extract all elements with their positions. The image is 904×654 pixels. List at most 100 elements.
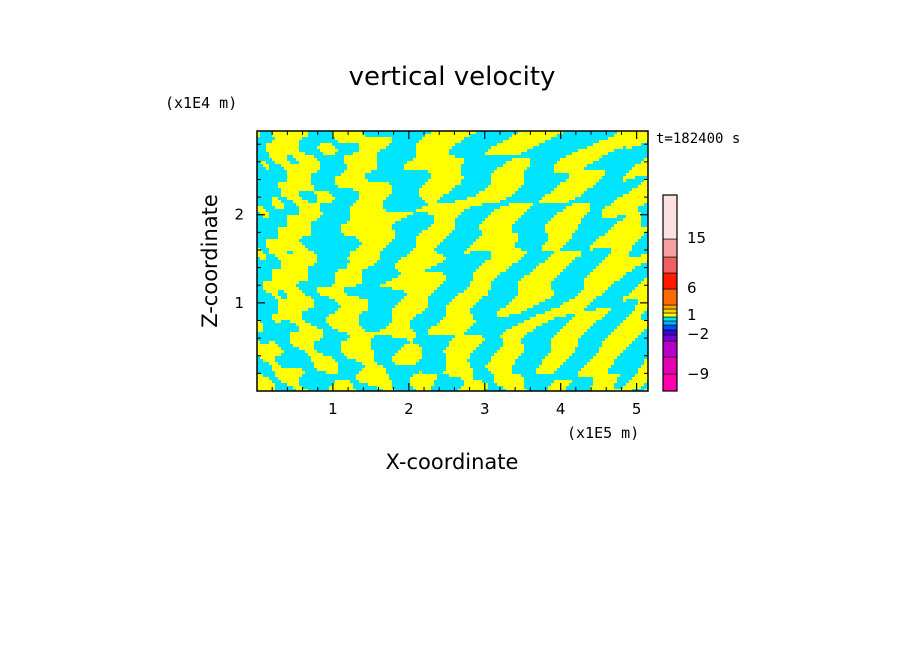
contour-cell: [416, 146, 453, 150]
contour-cell: [344, 155, 378, 159]
contour-cell: [581, 194, 624, 198]
contour-cell: [446, 347, 477, 351]
colorbar-level: [662, 308, 678, 314]
contour-cell: [413, 386, 432, 390]
contour-cell: [572, 260, 603, 264]
contour-cell: [329, 314, 360, 318]
contour-cell: [494, 170, 525, 174]
contour-cell: [299, 161, 321, 165]
contour-cell: [512, 224, 546, 228]
contour-cell: [257, 185, 279, 189]
contour-cell: [263, 281, 300, 285]
contour-cell: [590, 386, 615, 390]
contour-cell: [335, 359, 357, 363]
contour-cell: [482, 296, 516, 300]
contour-cell: [323, 332, 348, 336]
contour-cell: [488, 290, 519, 294]
contour-cell: [461, 182, 492, 186]
contour-cell: [359, 239, 393, 243]
contour-cell: [458, 293, 489, 297]
contour-cell: [332, 284, 357, 288]
contour-cell: [281, 263, 315, 267]
contour-cell: [560, 272, 591, 276]
contour-cell: [572, 152, 609, 156]
contour-cell: [404, 296, 429, 300]
contour-cell: [635, 266, 648, 270]
contour-cell: [623, 179, 627, 183]
contour-cell: [596, 320, 624, 324]
contour-cell: [491, 212, 525, 216]
contour-cell: [287, 296, 312, 300]
contour-cell: [470, 356, 492, 360]
contour-cell: [311, 323, 330, 327]
contour-cell: [638, 206, 648, 210]
contour-cell: [266, 149, 300, 153]
contour-cell: [257, 266, 282, 270]
contour-cell: [278, 185, 315, 189]
contour-cell: [431, 266, 480, 270]
contour-cell: [482, 380, 495, 384]
contour-cell: [326, 371, 339, 375]
contour-cell: [464, 176, 492, 180]
contour-cell: [530, 317, 555, 321]
contour-cell: [377, 362, 396, 366]
contour-cell: [314, 305, 342, 309]
contour-cell: [311, 173, 342, 177]
contour-cell: [410, 380, 435, 384]
contour-cell: [284, 290, 303, 294]
contour-cell: [320, 293, 348, 297]
contour-cell: [257, 170, 288, 174]
contour-cell: [395, 233, 420, 237]
contour-cell: [428, 299, 453, 303]
contour-cell: [473, 275, 498, 279]
contour-cell: [380, 149, 417, 153]
contour-cell: [314, 155, 345, 159]
colorbar-labels: 15 6 1−2 −9: [687, 229, 709, 383]
contour-cell: [521, 341, 552, 345]
contour-cell: [278, 257, 318, 261]
contour-cell: [632, 341, 648, 345]
contour-cell: [551, 254, 582, 258]
contour-cell: [542, 245, 564, 249]
contour-cell: [542, 197, 576, 201]
contour-cell: [614, 362, 645, 366]
contour-cell: [323, 335, 351, 339]
contour-cell: [449, 374, 474, 378]
contour-cell: [566, 386, 591, 390]
contour-cell: [440, 284, 471, 288]
contour-cell: [260, 161, 267, 165]
contour-cell: [419, 140, 462, 144]
contour-cell: [260, 248, 270, 252]
contour-cell: [611, 227, 648, 231]
contour-cell: [377, 158, 414, 162]
contour-cell: [287, 158, 297, 162]
contour-cell: [269, 215, 288, 219]
contour-cell: [281, 200, 294, 204]
contour-cell: [464, 251, 471, 255]
contour-cell: [257, 176, 288, 180]
contour-cell: [263, 374, 276, 378]
contour-cell: [392, 188, 420, 192]
contour-cell: [311, 233, 345, 237]
contour-cell: [287, 251, 294, 255]
contour-cell: [608, 287, 636, 291]
contour-cell: [266, 161, 276, 165]
contour-cell: [422, 230, 453, 234]
contour-cell: [380, 284, 441, 288]
contour-cell: [299, 209, 321, 213]
contour-cell: [581, 290, 606, 294]
contour-cell: [401, 257, 447, 261]
contour-cell: [302, 314, 330, 318]
contour-cell: [278, 236, 303, 240]
contour-cell: [569, 173, 606, 177]
contour-cell: [335, 278, 363, 282]
contour-cell: [257, 365, 273, 369]
contour-cell: [494, 380, 525, 384]
contour-cell: [572, 380, 594, 384]
contour-cell: [497, 350, 525, 354]
contour-cell: [356, 236, 396, 240]
contour-cell: [446, 257, 492, 261]
contour-cell: [470, 326, 513, 330]
contour-cell: [644, 203, 648, 207]
contour-cell: [335, 182, 390, 186]
